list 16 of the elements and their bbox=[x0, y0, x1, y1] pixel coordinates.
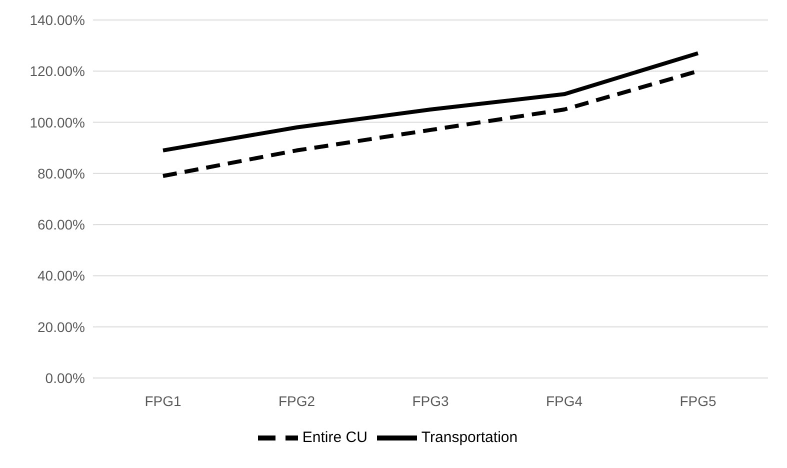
y-tick-label: 60.00% bbox=[38, 216, 85, 233]
x-tick-label: FPG1 bbox=[144, 392, 182, 409]
legend-label: Transportation bbox=[421, 428, 518, 446]
x-tick-label: FPG5 bbox=[680, 392, 716, 409]
y-tick-label: 40.00% bbox=[38, 268, 85, 284]
x-tick-label: FPG3 bbox=[412, 392, 449, 409]
legend-label: Entire CU bbox=[302, 428, 368, 446]
y-tick-label: 80.00% bbox=[38, 165, 85, 182]
x-tick-label: FPG4 bbox=[546, 392, 583, 409]
y-tick-label: 120.00% bbox=[30, 63, 85, 80]
x-tick-label: FPG2 bbox=[278, 392, 316, 409]
y-tick-label: 100.00% bbox=[30, 114, 85, 130]
y-tick-label: 0.00% bbox=[45, 370, 85, 386]
y-tick-label: 140.00% bbox=[30, 12, 85, 28]
y-tick-label: 20.00% bbox=[38, 318, 85, 335]
line-series bbox=[161, 51, 700, 152]
